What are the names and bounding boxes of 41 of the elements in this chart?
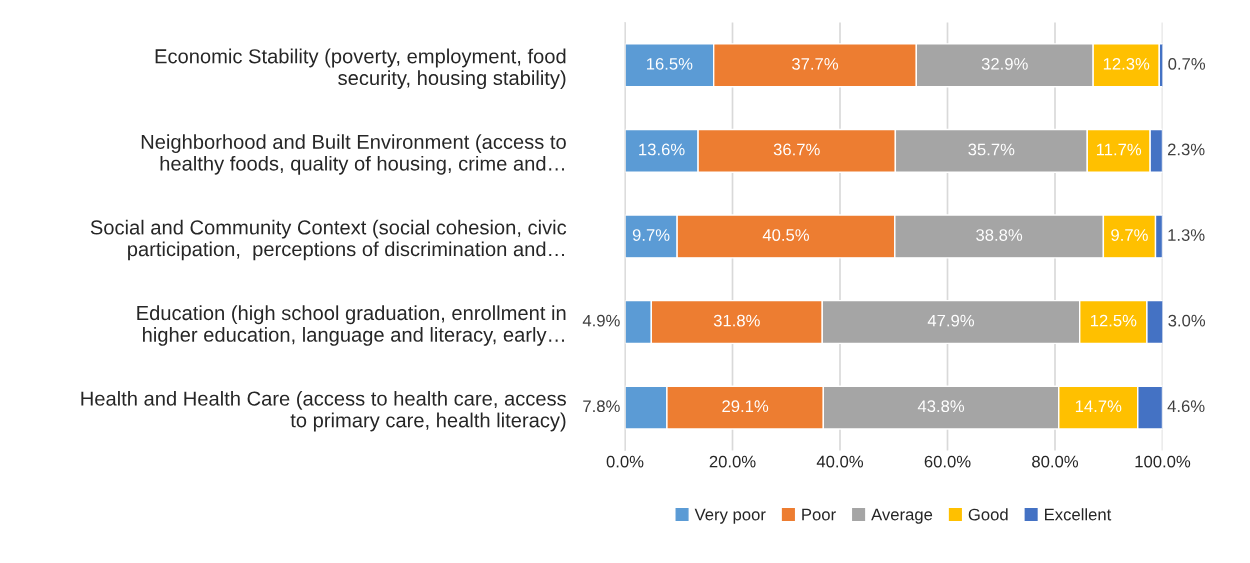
legend-label: Poor <box>802 508 836 521</box>
data-label: 9.7% <box>1111 229 1148 241</box>
data-label: 37.7% <box>792 57 839 70</box>
legend-label: Excellent <box>1045 508 1112 521</box>
data-label: 38.8% <box>976 229 1023 241</box>
data-label: 0.7% <box>1168 57 1206 70</box>
data-label: 1.3% <box>1168 229 1205 241</box>
data-label: 35.7% <box>968 143 1015 156</box>
legend-label: Very poor <box>694 508 766 524</box>
legend-label: Good <box>968 508 1008 521</box>
data-label: 7.8% <box>583 400 620 413</box>
data-label: 14.7% <box>1075 400 1122 413</box>
x-tick-label: 100.0% <box>1135 455 1191 468</box>
data-label: 16.5% <box>646 57 693 70</box>
data-label: 36.7% <box>773 143 820 156</box>
y-tick-label: Health and Health Care (access to health care, access to primary care, health literacy) <box>81 390 566 432</box>
y-tick-label: Neighborhood and Built Environment (access to healthy foods, quality of housing, crime and… <box>141 134 566 175</box>
data-label: 13.6% <box>639 143 685 156</box>
data-label: 43.8% <box>917 400 965 413</box>
data-label: 3.0% <box>1168 314 1206 327</box>
x-tick-label: 20.0% <box>709 455 756 468</box>
data-label: 4.9% <box>582 314 620 327</box>
x-tick-label: 40.0% <box>816 455 864 468</box>
data-label: 47.9% <box>927 314 975 327</box>
data-label: 11.7% <box>1096 143 1142 156</box>
data-label: 40.5% <box>762 229 810 241</box>
legend-label: Average <box>871 508 933 524</box>
data-label: 4.6% <box>1167 400 1205 413</box>
data-label: 29.1% <box>722 400 769 413</box>
data-label: 12.3% <box>1103 57 1150 70</box>
y-tick-label: Economic Stability (poverty, employment, food security, housing stability) <box>155 48 566 90</box>
data-label: 9.7% <box>632 229 670 241</box>
x-tick-label: 0.0% <box>606 455 644 468</box>
x-tick-label: 80.0% <box>1032 455 1079 468</box>
data-label: 32.9% <box>981 57 1028 70</box>
y-tick-label: Education (high school graduation, enrollment in higher education, language and literacy, early… <box>137 305 566 346</box>
y-tick-label: Social and Community Context (social cohesion, civic participation, perceptions of discrimination and… <box>90 219 567 261</box>
data-label: 31.8% <box>713 314 760 327</box>
data-label: 12.5% <box>1090 314 1137 327</box>
data-label: 2.3% <box>1167 143 1205 156</box>
x-tick-label: 60.0% <box>924 455 971 468</box>
